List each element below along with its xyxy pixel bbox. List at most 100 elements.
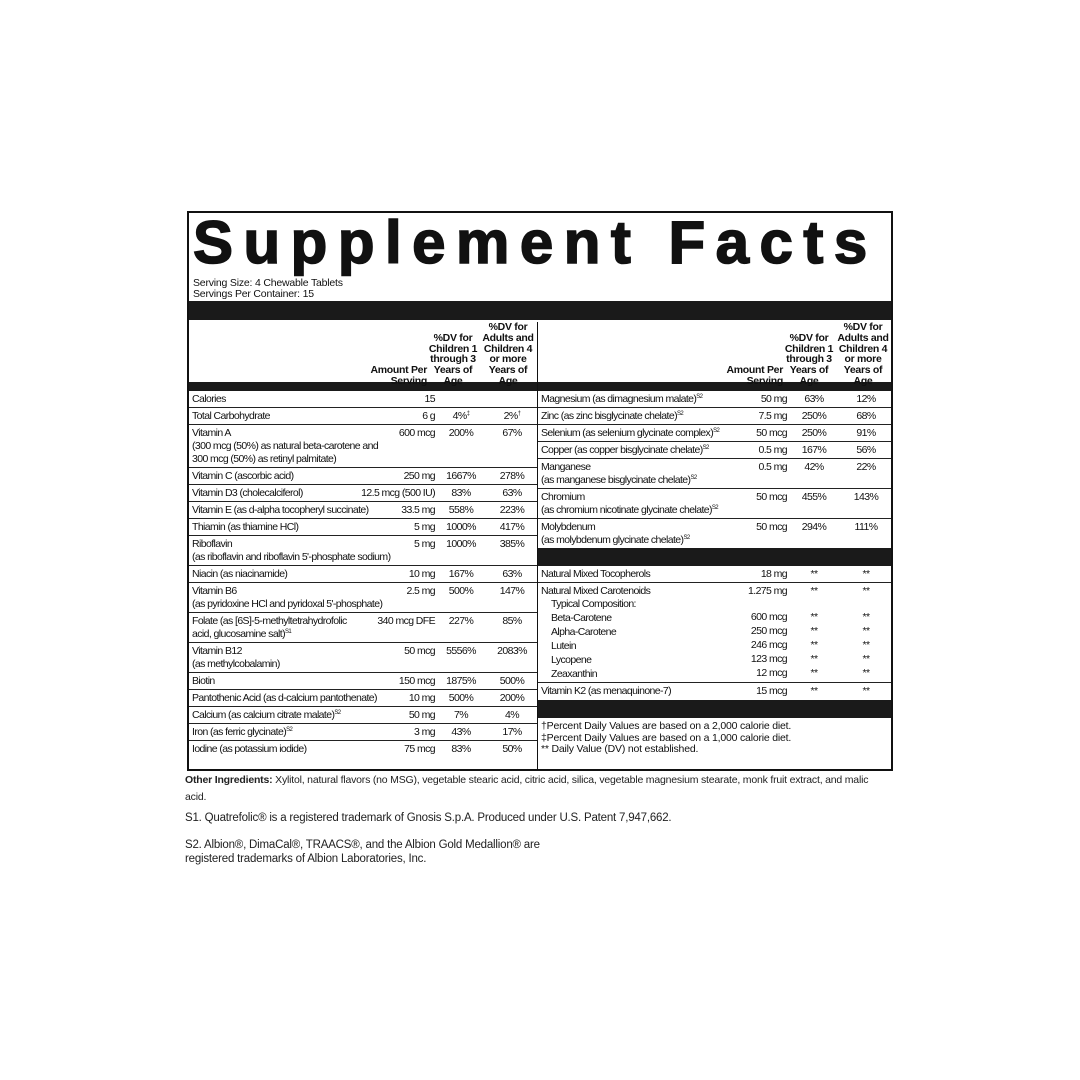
nutrient-row: Niacin (as niacinamide) 10 mg 167% 63% — [189, 566, 537, 583]
nutrient-amount: 50 mcg — [756, 521, 787, 533]
composition-item-dv-adults: ** — [862, 653, 871, 665]
dv-children-value: 455% — [801, 491, 827, 503]
composition-item-dv-adults: ** — [862, 625, 871, 637]
nutrient-amount: 3 mg — [414, 726, 436, 738]
dv-children-value: 83% — [451, 487, 471, 499]
dv-adults: 143% — [841, 491, 891, 504]
nutrient-row: Molybdenum 50 mcg 294% 111% (as molybdenum g… — [538, 519, 891, 548]
nutrient-amount: 75 mcg — [404, 743, 435, 755]
nutrient-name-text: Biotin — [192, 675, 215, 687]
nutrient-name-text: Riboflavin — [192, 538, 233, 550]
dv-adults-value: 143% — [853, 491, 879, 503]
nutrient-source: (as chromium nicotinate glycinate chelat… — [541, 504, 891, 517]
dv-children: 167% — [439, 568, 483, 581]
nutrient-name: Calcium (as calcium citrate malate)S2 — [192, 709, 405, 722]
nutrient-name-text: Iron (as ferric glycinate) — [192, 726, 287, 738]
dv-children-value: 500% — [448, 692, 474, 704]
dv-adults-value: 17% — [502, 726, 522, 738]
nutrient-source: (as molybdenum glycinate chelate)S2 — [541, 534, 891, 547]
nutrient-name-text: Manganese — [541, 461, 591, 473]
dv-adults-value: 56% — [856, 444, 876, 456]
nutrient-source-text: (as pyridoxine HCl and pyridoxal 5'-phos… — [192, 598, 383, 610]
nutrient-amount: 7.5 mg — [758, 410, 788, 422]
nutrient-amount: 1.275 mg — [748, 585, 788, 597]
footnote-marker: S2 — [676, 411, 684, 417]
dv-adults: 22% — [841, 461, 891, 474]
footnote: ‡Percent Daily Values are based on a 1,0… — [541, 731, 792, 744]
nutrient-amount: 10 mg — [408, 568, 436, 580]
footnote-marker: S2 — [711, 505, 719, 511]
dv-children-value: 167% — [801, 444, 827, 456]
dv-children-value: ** — [810, 585, 819, 597]
nutrient-amount: 10 mg — [408, 692, 436, 704]
nutrient-row: Vitamin B12 50 mcg 5556% 2083% (as methylcob… — [189, 643, 537, 673]
trademark-note-s2: S2. Albion®, DimaCal®, TRAACS®, and the … — [185, 839, 540, 865]
dv-children: 1000% — [439, 538, 483, 551]
nutrient-source: (as methylcobalamin) — [192, 658, 537, 671]
nutrient-name-text: Vitamin C (ascorbic acid) — [192, 470, 294, 482]
nutrient-name-text: Chromium — [541, 491, 585, 503]
dv-adults-value: 12% — [856, 393, 876, 405]
dv-adults: 2083% — [487, 645, 537, 658]
dv-children: 250% — [791, 427, 837, 440]
composition-item-name: Zeaxanthin — [551, 668, 598, 680]
nutrient-name-text: Vitamin B6 — [192, 585, 237, 597]
nutrient-name: Folate (as [6S]-5-methyltetrahydrofolic — [192, 615, 373, 628]
nutrient-source-text: (as riboflavin and riboflavin 5'-phospha… — [192, 551, 391, 563]
nutrient-row: Biotin 150 mcg 1875% 500% — [189, 673, 537, 690]
nutrient-name: Zinc (as zinc bisglycinate chelate)S2 — [541, 410, 755, 423]
nutrient-source-text: 300 mcg (50%) as retinyl palmitate) — [192, 453, 337, 465]
nutrient-row: Total Carbohydrate 6 g 4%‡ 2%† — [189, 408, 537, 425]
composition-item-amount: 12 mcg — [756, 667, 787, 679]
nutrient-name: Copper (as copper bisglycinate chelate)S… — [541, 444, 755, 457]
nutrient-amount: 33.5 mg — [401, 504, 435, 516]
header-dv-adults: %DV for Adults and Children 4 or more Ye… — [837, 321, 889, 387]
dv-children-value: 42% — [804, 461, 824, 473]
nutrient-name-text: Natural Mixed Tocopherols — [541, 568, 651, 580]
nutrient-source: (as riboflavin and riboflavin 5'-phospha… — [192, 551, 537, 564]
dv-children-value: 63% — [804, 393, 824, 405]
divider-bar — [538, 548, 891, 566]
footnote: †Percent Daily Values are based on a 2,0… — [541, 720, 792, 732]
nutrient-name: Natural Mixed Tocopherols — [541, 568, 757, 581]
nutrient-name-text: Zinc (as zinc bisglycinate chelate) — [541, 410, 678, 422]
dv-adults-value: 278% — [499, 470, 525, 482]
dv-adults-value: ** — [862, 585, 871, 597]
nutrient-source-text: (as chromium nicotinate glycinate chelat… — [541, 504, 713, 516]
column-header: Amount Per Serving %DV for Children 1 thr… — [189, 322, 537, 387]
header-amount: Amount Per Serving — [726, 364, 783, 387]
nutrient-name: Chromium — [541, 491, 752, 504]
dv-adults: 4% — [487, 709, 537, 722]
dv-children: 7% — [439, 709, 483, 722]
footnote-marker: S2 — [334, 710, 341, 716]
divider-bar — [538, 700, 891, 718]
dv-children: 294% — [791, 521, 837, 534]
nutrient-name: Manganese — [541, 461, 755, 474]
dv-adults-value: 68% — [856, 410, 876, 422]
dv-adults: 63% — [487, 568, 537, 581]
nutrient-name-text: Molybdenum — [541, 521, 596, 533]
dv-adults-value: 500% — [499, 675, 525, 687]
composition-item-dv-adults: ** — [862, 667, 871, 679]
nutrient-row: Calcium (as calcium citrate malate)S2 50 … — [189, 707, 537, 724]
composition-item-dv-children: ** — [810, 625, 819, 637]
footnote-marker: S2 — [690, 475, 697, 481]
footnote-marker: S2 — [286, 727, 293, 733]
nutrient-source: acid, glucosamine salt)S1 — [192, 628, 537, 641]
nutrient-amount: 50 mcg — [756, 491, 787, 503]
dv-children: 250% — [791, 410, 837, 423]
nutrient-source-text: (as methylcobalamin) — [192, 658, 280, 670]
nutrient-row: Natural Mixed Carotenoids 1.275 mg ** ** Typ… — [538, 583, 891, 683]
dv-children: 1667% — [439, 470, 483, 483]
nutrient-row: Copper (as copper bisglycinate chelate)S… — [538, 442, 891, 459]
composition-item-name: Lutein — [551, 640, 577, 652]
nutrient-name-text: Vitamin D3 (cholecalciferol) — [192, 487, 303, 499]
composition-item-dv-adults: ** — [862, 639, 871, 651]
dv-adults-value: 2% — [503, 410, 519, 422]
nutrient-row: Chromium 50 mcg 455% 143% (as chromium nicot… — [538, 489, 891, 519]
nutrient-row: Vitamin A 600 mcg 200% 67% (300 mcg (50%) as… — [189, 425, 537, 468]
dv-adults: 63% — [487, 487, 537, 500]
composition-label: Typical Composition: — [551, 598, 636, 610]
nutrient-amount: 5 mg — [414, 521, 436, 533]
nutrient-row: Vitamin B6 2.5 mg 500% 147% (as pyridoxine H… — [189, 583, 537, 613]
